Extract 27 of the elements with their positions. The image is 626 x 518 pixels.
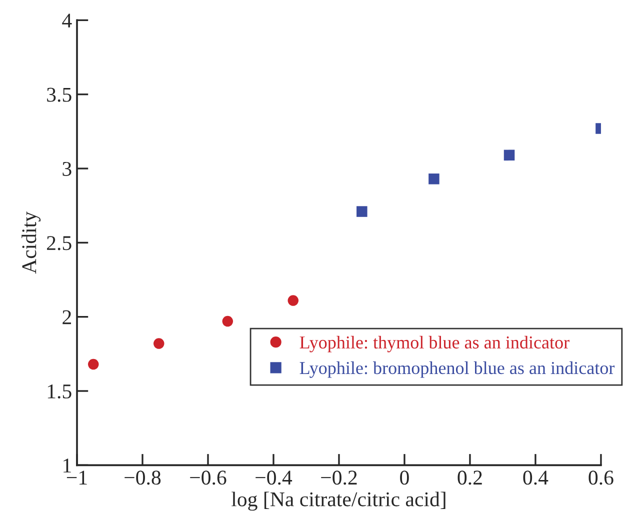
y-axis-title: Acidity [22,212,41,274]
x-tick-label: −1 [66,470,87,484]
x-tick-label: −0.4 [256,470,292,485]
point [504,150,515,161]
point [288,295,299,306]
x-tick-label: −0.6 [190,470,226,485]
point [356,206,368,217]
y-tick-label: 2 [62,310,71,324]
y-tick-label: 2.5 [47,236,72,250]
point [88,358,99,370]
x-tick-label: 0 [400,470,409,485]
y-tick-label: 4 [62,14,72,28]
y-tick-label: 1.5 [48,384,72,399]
x-tick-label: 0.6 [588,470,614,485]
x-tick-label: −0.2 [321,470,357,485]
x-tick-label: 0.2 [458,470,482,485]
legend-label: Lyophile: bromophenol blue as an indicator [300,361,615,378]
x-tick-label: −0.8 [124,470,161,485]
legend-label: Lyophile: thymol blue as an indicator [300,336,570,352]
x-axis-title: log [Na citrate/citric acid] [232,492,446,511]
point [428,174,440,184]
y-tick-label: 1 [64,458,71,472]
y-tick-label: 3.5 [47,88,72,102]
x-tick-label: 0.4 [523,470,548,485]
y-tick-label: 3 [62,162,72,176]
point [153,338,164,349]
point [222,316,234,327]
